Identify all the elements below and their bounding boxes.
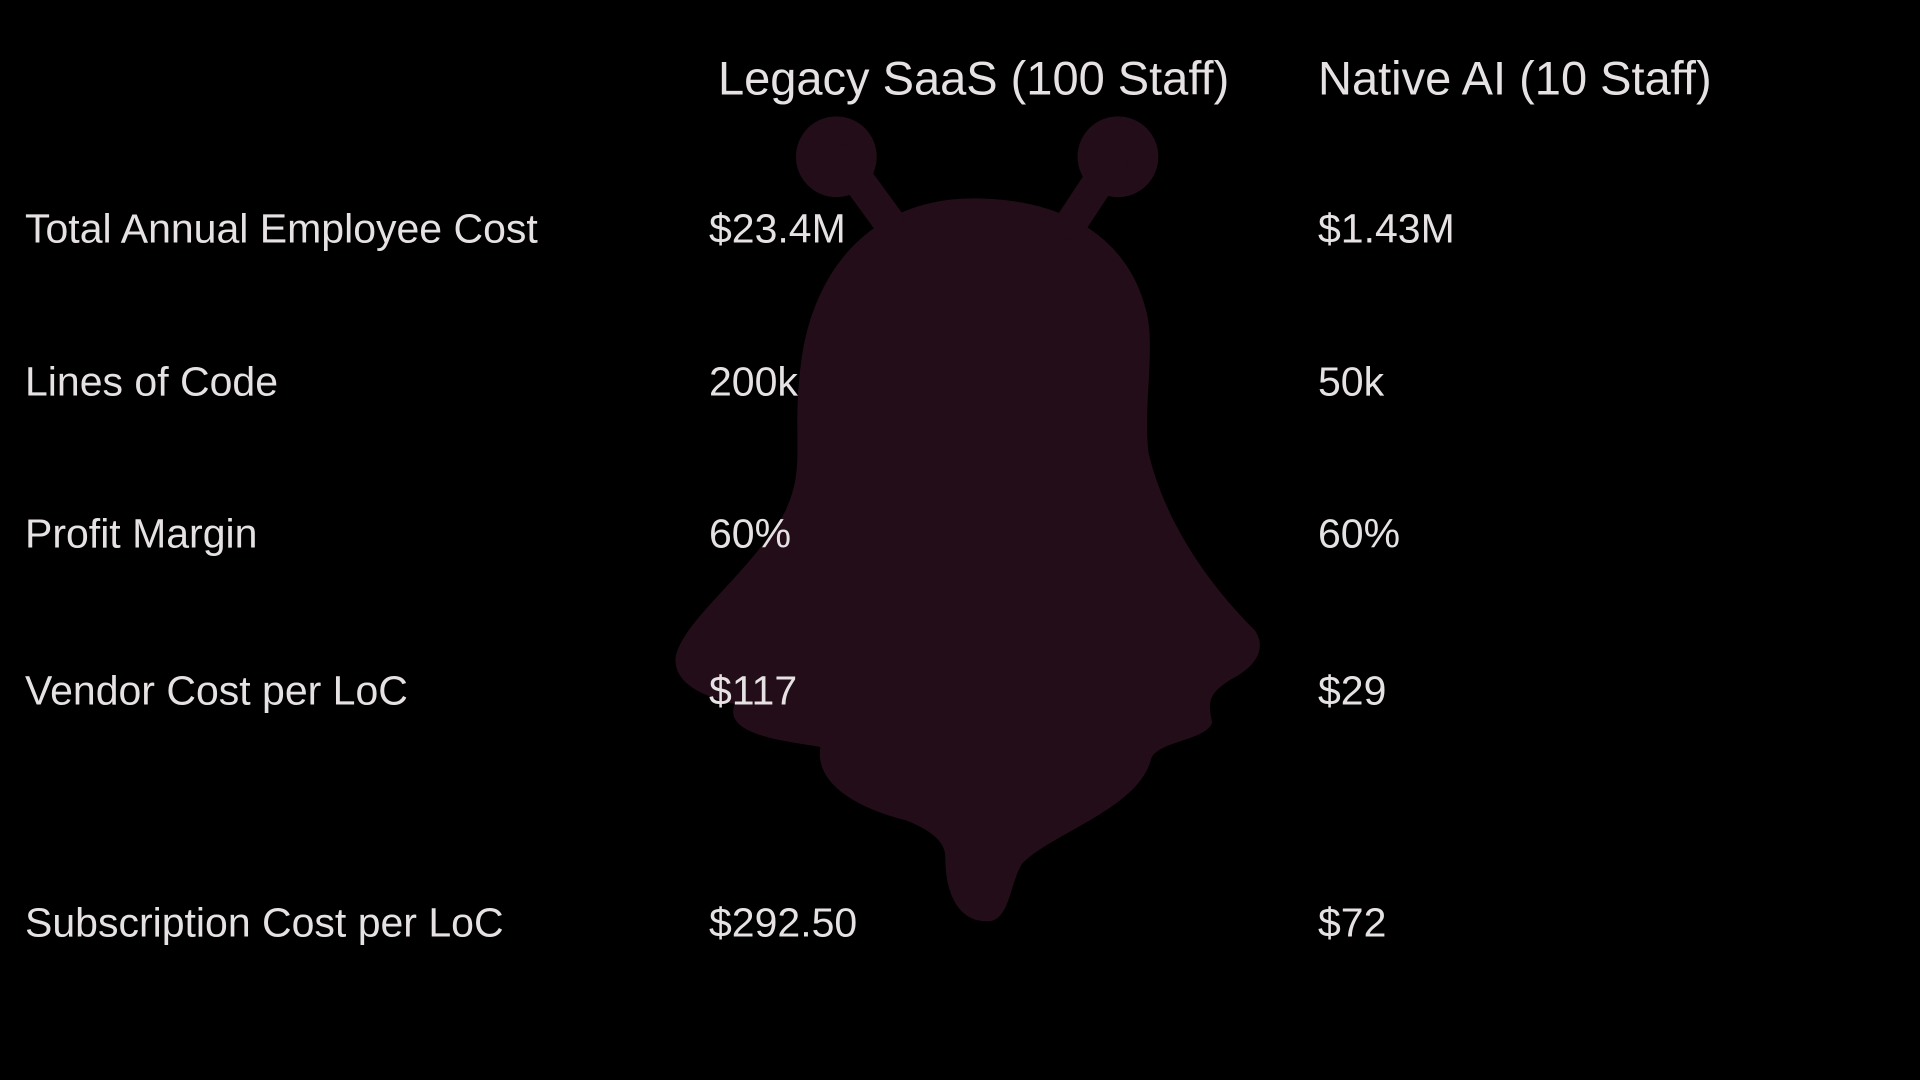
row-label: Vendor Cost per LoC: [25, 667, 408, 714]
cell-value: $29: [1318, 667, 1387, 714]
column-header: Legacy SaaS (100 Staff): [718, 51, 1230, 105]
cell-value: $1.43M: [1318, 205, 1455, 252]
cell-value: 60%: [1318, 510, 1401, 557]
row-label: Total Annual Employee Cost: [25, 205, 538, 252]
cell-value: $23.4M: [709, 205, 846, 252]
row-label: Subscription Cost per LoC: [25, 899, 504, 946]
cell-value: 60%: [709, 510, 792, 557]
cell-value: 50k: [1318, 358, 1385, 405]
cell-value: $72: [1318, 899, 1387, 946]
column-header: Native AI (10 Staff): [1318, 51, 1712, 105]
cell-value: $117: [709, 667, 798, 714]
cell-value: $292.50: [709, 899, 858, 946]
row-label: Lines of Code: [25, 358, 279, 405]
row-label: Profit Margin: [25, 510, 258, 557]
cell-value: 200k: [709, 358, 798, 405]
